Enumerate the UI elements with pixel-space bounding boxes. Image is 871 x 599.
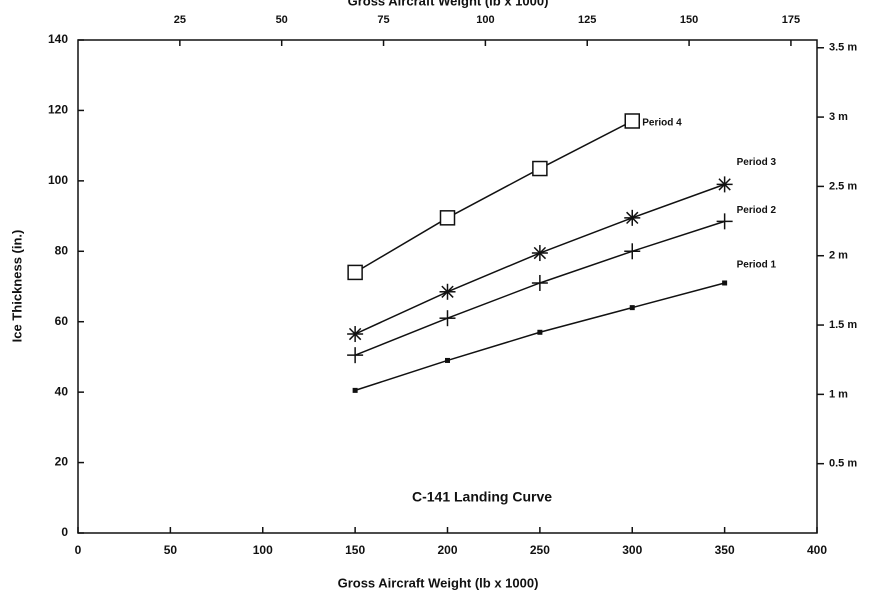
y2-tick-label: 3.5 m xyxy=(829,42,857,54)
y2-tick-label: 0.5 m xyxy=(829,458,857,470)
y-tick-label: 100 xyxy=(48,173,68,187)
series-label: Period 4 xyxy=(642,118,682,129)
data-point xyxy=(531,245,548,262)
x-tick-label: 250 xyxy=(530,543,550,557)
data-point xyxy=(445,357,450,363)
data-point xyxy=(439,283,456,300)
x2-tick-label: 50 xyxy=(276,14,288,26)
marker-dot xyxy=(722,280,728,286)
data-point xyxy=(439,210,456,226)
x2-tick-label: 25 xyxy=(174,14,186,26)
data-point xyxy=(532,160,548,177)
data-point xyxy=(722,280,728,286)
data-point xyxy=(624,113,640,129)
x-axis-label: Gross Aircraft Weight (lb x 1000) xyxy=(338,575,539,590)
x-tick-label: 150 xyxy=(345,543,365,557)
x2-tick-label: 175 xyxy=(782,14,800,26)
marker-square xyxy=(347,264,363,281)
marker-square xyxy=(624,113,640,129)
y-tick-label: 40 xyxy=(55,384,69,398)
y2-tick-label: 2 m xyxy=(829,250,848,262)
series-label: Period 1 xyxy=(737,260,777,271)
y-tick-label: 0 xyxy=(61,525,68,539)
marker-dot xyxy=(537,329,543,335)
data-point xyxy=(352,387,358,393)
x-tick-label: 350 xyxy=(715,543,735,557)
x-tick-label: 400 xyxy=(807,543,827,557)
y2-tick-label: 1 m xyxy=(829,388,848,400)
y2-tick-label: 2.5 m xyxy=(829,180,857,192)
series-label: Period 3 xyxy=(737,157,777,168)
data-point xyxy=(347,264,363,281)
marker-dot xyxy=(352,387,358,393)
series-line xyxy=(354,120,633,274)
marker-stroke xyxy=(348,327,362,341)
data-point xyxy=(439,310,456,327)
x-tick-label: 0 xyxy=(75,543,82,557)
data-point xyxy=(629,305,635,311)
data-point xyxy=(716,176,733,193)
x2-tick-label: 125 xyxy=(578,14,596,26)
data-point xyxy=(531,274,548,291)
data-point xyxy=(624,243,641,260)
y2-tick-label: 1.5 m xyxy=(829,319,857,331)
marker-stroke xyxy=(441,285,454,298)
x2-axis-label: Gross Aircraft Weight (lb x 1000) xyxy=(348,0,549,8)
data-point xyxy=(537,329,543,335)
chart-title: C-141 Landing Curve xyxy=(412,489,552,505)
y-tick-label: 140 xyxy=(48,32,68,46)
y-tick-label: 80 xyxy=(55,243,69,257)
y-axis-label: Ice Thickness (in.) xyxy=(9,230,24,343)
x-tick-label: 100 xyxy=(253,543,273,557)
y-tick-label: 60 xyxy=(55,314,69,328)
y2-tick-label: 3 m xyxy=(829,111,848,123)
series-label: Period 2 xyxy=(737,205,777,216)
x-tick-label: 200 xyxy=(437,543,457,557)
x-tick-label: 300 xyxy=(622,543,642,557)
y-tick-label: 20 xyxy=(55,455,69,469)
data-point xyxy=(716,213,733,230)
x2-tick-label: 75 xyxy=(377,14,389,26)
marker-stroke xyxy=(626,211,639,225)
marker-dot xyxy=(445,357,450,363)
y-tick-label: 120 xyxy=(48,103,68,117)
x2-tick-label: 100 xyxy=(476,14,494,26)
x2-tick-label: 150 xyxy=(680,14,698,26)
marker-square xyxy=(439,210,456,226)
series-line xyxy=(354,282,725,392)
data-point xyxy=(347,326,364,343)
marker-stroke xyxy=(718,178,731,191)
marker-stroke xyxy=(533,246,547,260)
marker-dot xyxy=(629,305,635,311)
data-point xyxy=(347,347,364,364)
x-tick-label: 50 xyxy=(164,543,178,557)
marker-square xyxy=(532,160,548,177)
data-point xyxy=(624,209,641,226)
